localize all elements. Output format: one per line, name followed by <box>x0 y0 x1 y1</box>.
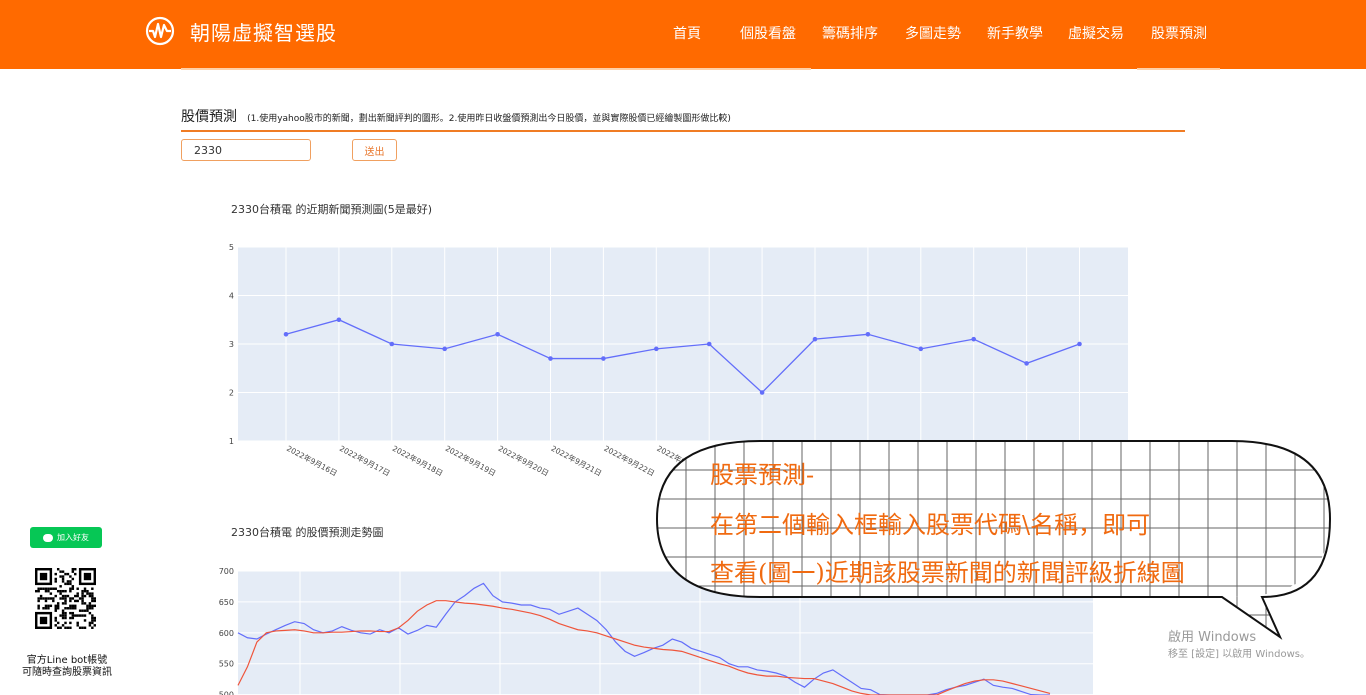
site-title: 朝陽虛擬智選股 <box>190 20 337 45</box>
page-header: 股價預測 (1.使用yahoo股市的新聞，劃出新聞評判的圖形。2.使用昨日收盤價… <box>181 106 1185 132</box>
price-y-tick: 550 <box>219 660 234 669</box>
news-rating-point <box>283 332 289 337</box>
news-rating-point <box>654 346 659 352</box>
price-chart-title: 2330台積電 的股價預測走勢圖 <box>231 526 384 539</box>
news-y-tick: 2 <box>229 389 234 398</box>
line-chat-icon <box>43 533 53 542</box>
news-rating-point <box>865 332 871 337</box>
actual-price-series <box>237 582 1050 695</box>
brand[interactable]: 朝陽虛擬智選股 <box>145 16 337 46</box>
news-rating-point <box>442 346 448 352</box>
news-rating-point <box>389 341 395 347</box>
news-rating-point <box>601 356 606 361</box>
predicted-price-series <box>237 600 1051 695</box>
navbar: 朝陽虛擬智選股 首頁 個股看盤 籌碼排序 多圖走勢 新手教學 虛擬交易 股票預測 <box>0 0 1366 69</box>
nav-tutorial[interactable]: 新手教學 <box>987 26 1043 42</box>
line-caption: 官方Line bot帳號 可隨時查詢股票資訊 <box>0 655 134 679</box>
stock-code-input[interactable] <box>181 139 311 161</box>
news-y-tick: 3 <box>229 340 234 349</box>
submit-button[interactable]: 送出 <box>352 139 397 161</box>
line-qr-code[interactable] <box>35 568 96 629</box>
nav-underline <box>181 68 811 70</box>
price-y-tick: 500 <box>219 691 234 695</box>
news-rating-point <box>495 332 500 337</box>
windows-activation-title: 啟用 Windows <box>1168 630 1257 645</box>
price-y-tick: 700 <box>219 567 234 576</box>
nav-virtual-trade[interactable]: 虛擬交易 <box>1068 26 1124 42</box>
nav-stock-view[interactable]: 個股看盤 <box>740 26 796 42</box>
news-rating-series <box>285 319 1080 394</box>
news-rating-point <box>918 346 924 352</box>
news-chart-title: 2330台積電 的近期新聞預測圖(5是最好) <box>231 203 433 216</box>
news-rating-point <box>812 336 818 342</box>
nav-chip-ranking[interactable]: 籌碼排序 <box>822 26 878 42</box>
news-rating-point <box>971 336 976 342</box>
nav-stock-predict[interactable]: 股票預測 <box>1151 26 1207 42</box>
line-caption-1: 官方Line bot帳號 <box>26 655 108 666</box>
callout-line-1: 股票預測- <box>710 461 815 489</box>
news-rating-point <box>1024 361 1029 366</box>
windows-activation-hint: 移至 [設定] 以啟用 Windows。 <box>1168 649 1310 660</box>
news-rating-point <box>706 341 712 347</box>
callout-line-2: 在第二個輸入框輸入股票代碼\名稱，即可 <box>710 511 1151 539</box>
news-rating-point <box>336 317 342 323</box>
line-button-label: 加入好友 <box>57 533 89 542</box>
logo-wave-icon <box>145 16 175 46</box>
nav-multi-chart[interactable]: 多圖走勢 <box>905 26 961 42</box>
line-add-friend-button[interactable]: 加入好友 <box>30 527 102 548</box>
price-y-tick: 650 <box>219 598 234 607</box>
line-caption-2: 可隨時查詢股票資訊 <box>22 667 112 678</box>
news-rating-point <box>548 356 553 361</box>
nav-home[interactable]: 首頁 <box>673 26 701 42</box>
callout-line-3: 查看(圖一)近期該股票新聞的新聞評級折線圖 <box>710 559 1185 587</box>
news-y-tick: 4 <box>229 292 234 301</box>
news-y-tick: 5 <box>229 243 234 252</box>
page-title: 股價預測 <box>181 109 237 125</box>
news-y-tick: 1 <box>229 437 234 446</box>
news-rating-point <box>1077 341 1082 347</box>
price-y-tick: 600 <box>219 629 234 638</box>
page-description: (1.使用yahoo股市的新聞，劃出新聞評判的圖形。2.使用昨日收盤價預測出今日… <box>247 114 731 124</box>
news-rating-point <box>759 390 765 395</box>
nav-active-underline <box>1137 68 1220 70</box>
